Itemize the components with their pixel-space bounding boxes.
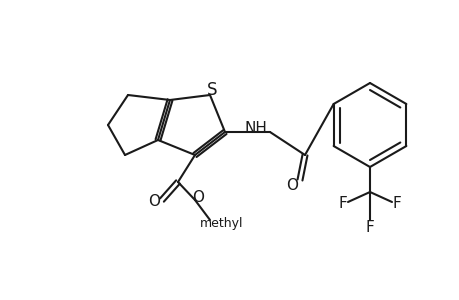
Text: methyl: methyl <box>200 217 243 230</box>
Text: F: F <box>392 196 401 211</box>
Text: F: F <box>338 196 347 211</box>
Text: O: O <box>285 178 297 193</box>
Text: NH: NH <box>244 121 266 136</box>
Text: O: O <box>191 190 203 206</box>
Text: F: F <box>365 220 374 236</box>
Text: O: O <box>148 194 160 209</box>
Text: S: S <box>206 81 217 99</box>
